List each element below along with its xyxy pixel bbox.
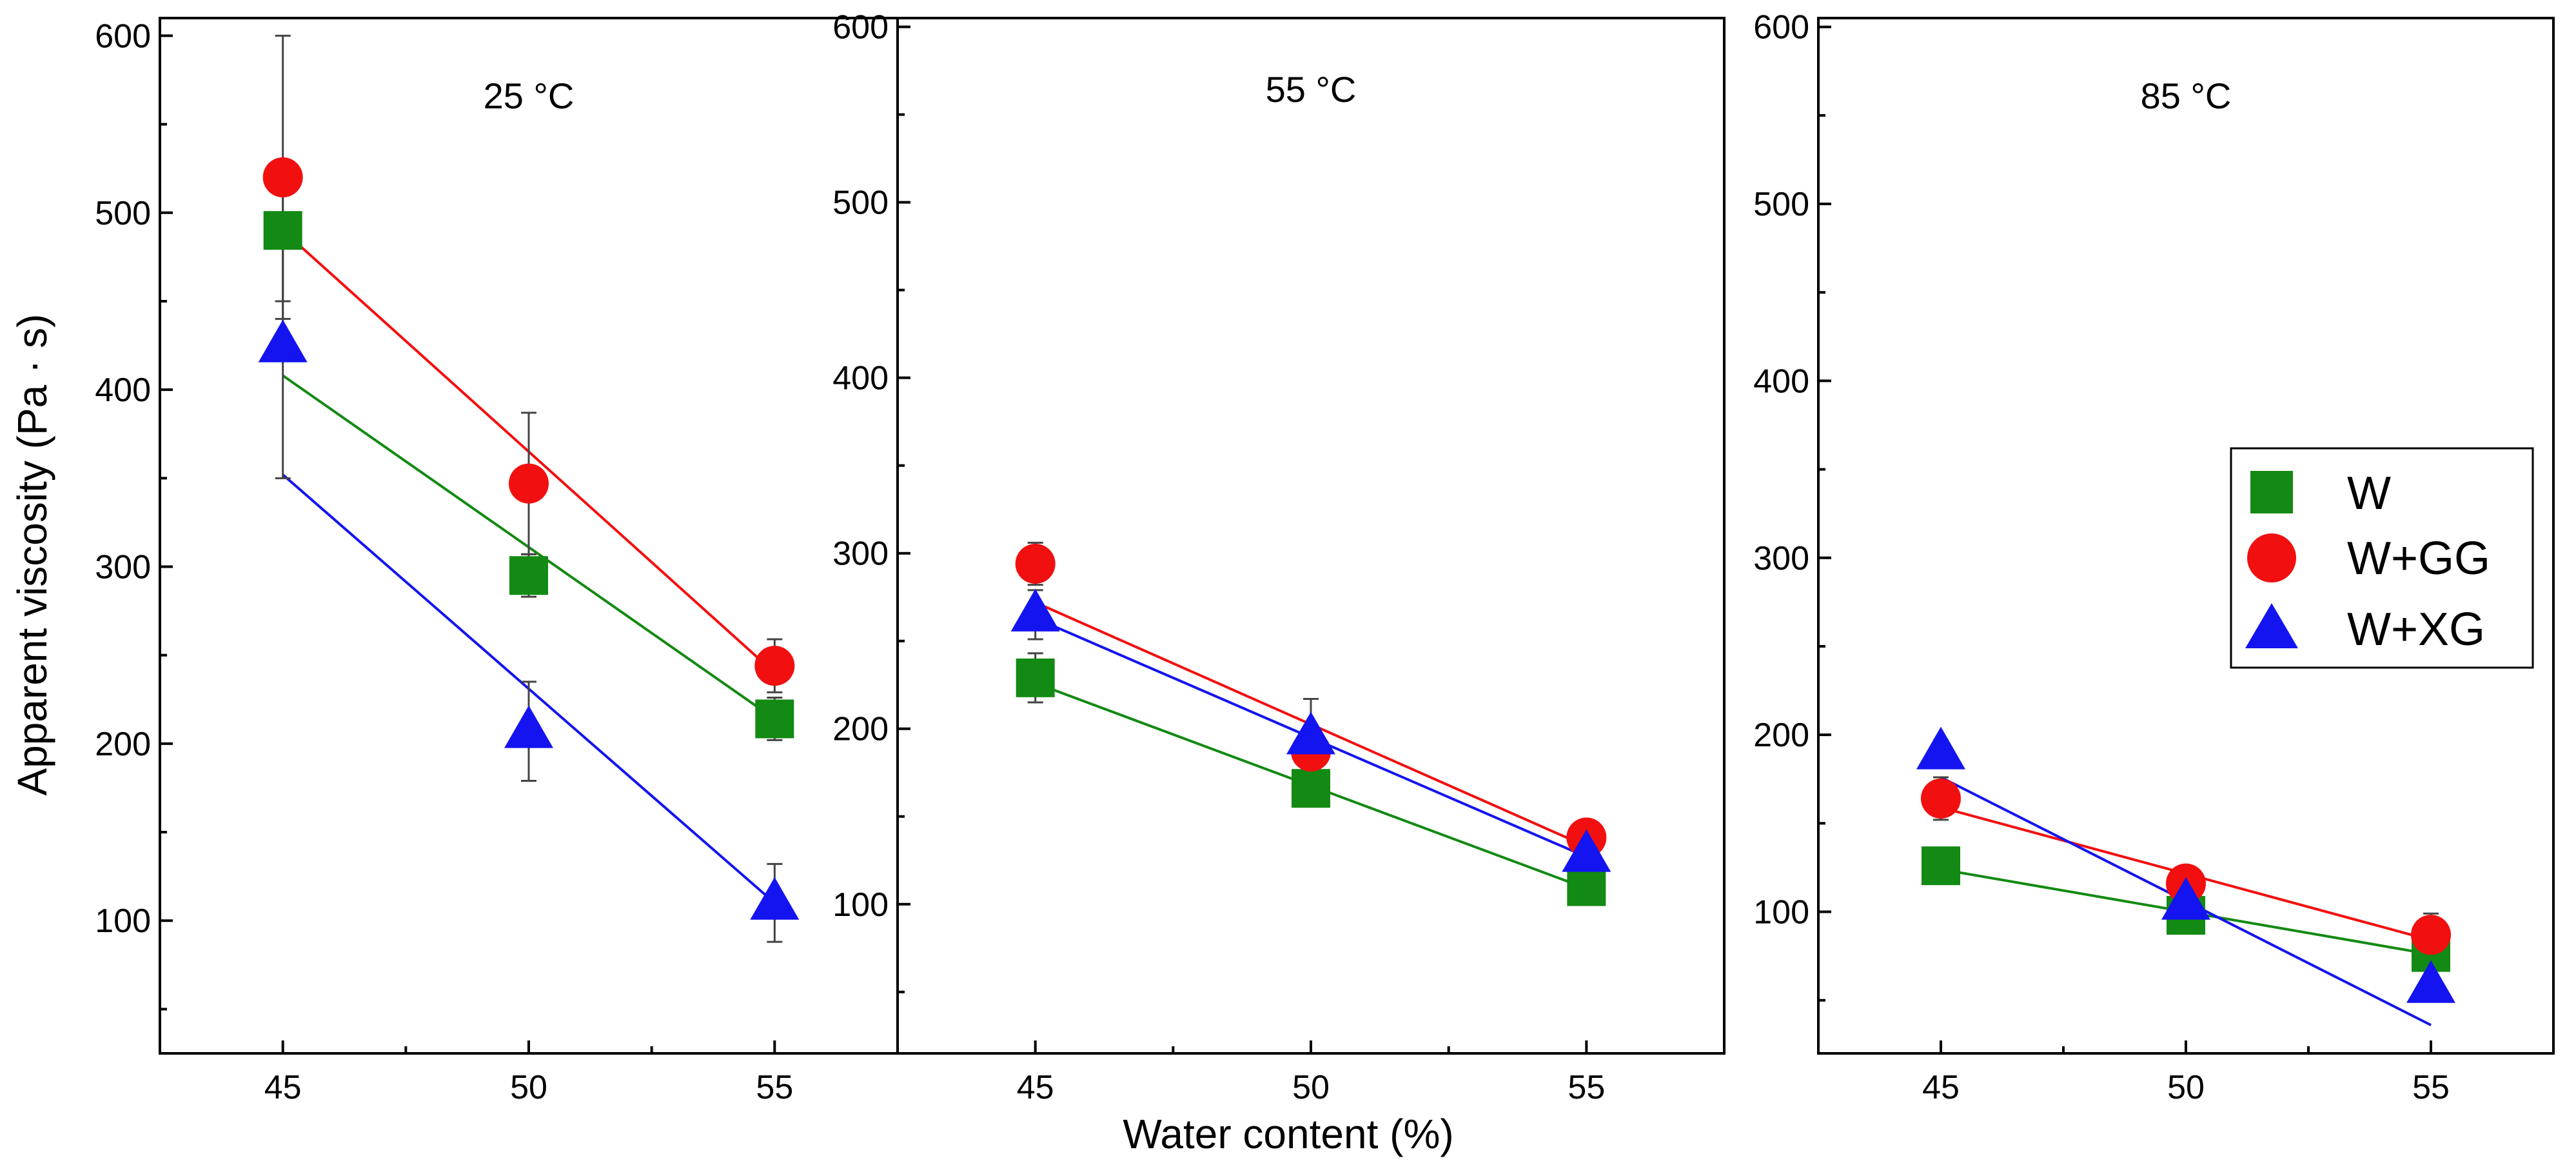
y-tick-label: 100 (1753, 894, 1809, 931)
y-tick-label: 500 (832, 184, 889, 222)
x-axis-title: Water content (%) (1123, 1111, 1453, 1157)
panel-25c: 100 200 300 400 500 600 45 50 55 25 °C (95, 17, 899, 1106)
x-tick-label: 55 (2412, 1069, 2450, 1106)
point-w-xg (504, 705, 553, 748)
point-w-gg (1015, 544, 1056, 584)
x-tick-label: 55 (756, 1069, 793, 1106)
legend-label-w: W (2347, 468, 2391, 519)
x-tick-label: 45 (264, 1069, 302, 1106)
x-tick-label: 45 (1017, 1069, 1054, 1106)
y-tick-label: 300 (832, 535, 889, 573)
point-w (1016, 658, 1055, 697)
panel-85c: 100 200 300 400 500 600 45 50 55 85 °C (1753, 9, 2555, 1106)
point-w (1567, 867, 1606, 906)
legend-label-w-gg: W+GG (2347, 533, 2490, 584)
x-tick-label: 55 (1568, 1069, 1605, 1106)
y-tick-label: 600 (95, 17, 151, 55)
point-w-xg (2406, 960, 2455, 1003)
y-tick-label: 200 (832, 711, 889, 748)
y-tick-label: 600 (1753, 9, 1809, 46)
point-w-xg (1010, 588, 1060, 632)
point-w-gg (509, 463, 549, 504)
point-w-gg (754, 646, 795, 686)
legend: W W+GG W+XG (2230, 447, 2534, 669)
panel-title: 55 °C (1266, 69, 1357, 110)
x-tick-label: 50 (510, 1069, 547, 1106)
legend-marker-w-gg (2247, 533, 2296, 582)
point-w-gg (262, 157, 303, 197)
y-tick-label: 400 (95, 372, 151, 409)
point-w-xg (258, 319, 308, 363)
y-tick-label: 200 (95, 726, 151, 763)
y-tick-label: 500 (95, 195, 151, 232)
y-tick-label: 300 (1753, 540, 1809, 577)
point-w (263, 211, 302, 250)
y-tick-label: 200 (1753, 717, 1809, 754)
y-axis-title: Apparent viscosity (Pa · s) (9, 314, 55, 796)
x-tick-label: 45 (1922, 1069, 1960, 1106)
point-w-xg (2161, 877, 2210, 920)
point-w (755, 699, 794, 739)
x-tick-label: 50 (1292, 1069, 1330, 1106)
point-w-xg (1916, 726, 1965, 770)
y-tick-label: 100 (832, 886, 889, 924)
y-tick-label: 300 (95, 549, 151, 586)
point-w-gg (2411, 915, 2451, 955)
panel-55c: 100 200 300 400 500 600 45 50 55 55 °C (832, 9, 1726, 1106)
y-tick-label: 100 (95, 902, 151, 940)
legend-marker-w-xg (2245, 603, 2298, 648)
point-w-xg (1562, 829, 1611, 872)
x-tick-label: 50 (2167, 1069, 2205, 1106)
point-w (1292, 769, 1330, 808)
y-tick-label: 500 (1753, 186, 1809, 223)
point-w-xg (1286, 711, 1335, 755)
y-tick-label: 400 (1753, 363, 1809, 400)
panel-title: 25 °C (484, 75, 575, 116)
point-w-gg (1921, 778, 1961, 819)
y-tick-label: 400 (832, 360, 889, 397)
point-w-xg (750, 877, 800, 920)
panel-title: 85 °C (2141, 75, 2232, 116)
point-w (1922, 846, 1960, 886)
point-w (509, 556, 548, 595)
legend-label-w-xg: W+XG (2347, 604, 2485, 655)
legend-marker-w (2250, 471, 2293, 513)
y-tick-label: 600 (832, 9, 889, 46)
